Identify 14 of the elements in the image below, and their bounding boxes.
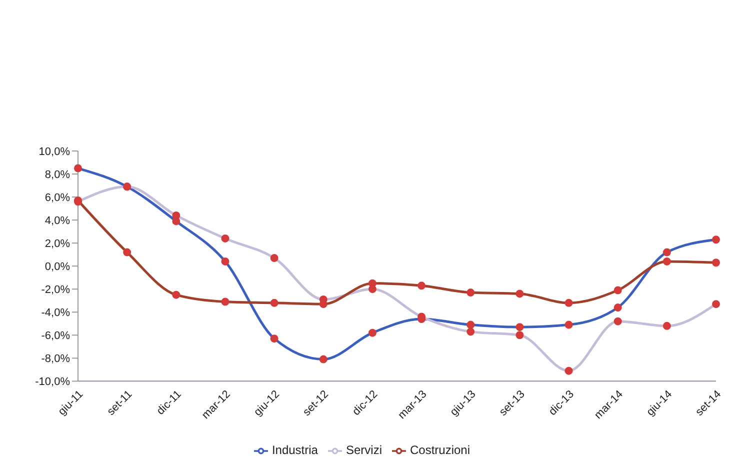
legend-label: Industria: [272, 443, 318, 458]
y-tick-label: -2,0%: [41, 284, 70, 296]
y-tick-label: 2,0%: [44, 238, 70, 250]
y-tick-label: -8,0%: [41, 353, 70, 366]
y-tick-label: 8,0%: [44, 168, 70, 181]
y-tick-label: 6,0%: [44, 192, 70, 204]
y-tick-label: 4,0%: [44, 214, 70, 227]
legend-label: Servizi: [346, 443, 382, 458]
legend-label: Costruzioni: [410, 443, 470, 458]
y-tick-label: -10,0%: [35, 376, 70, 388]
y-tick-label: 10,0%: [38, 146, 70, 158]
y-tick-label: -4,0%: [41, 307, 70, 320]
y-tick-label: -6,0%: [41, 330, 70, 342]
y-tick-label: 0,0%: [44, 260, 70, 273]
